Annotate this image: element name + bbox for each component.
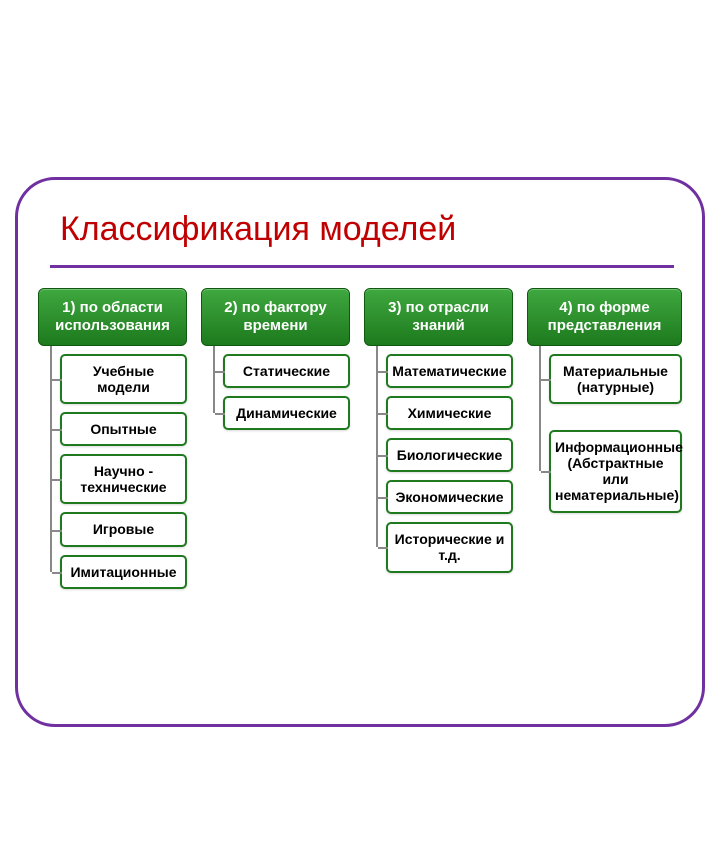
items-wrap: Учебные модели Опытные Научно - технически… (38, 346, 187, 589)
title-underline (50, 265, 674, 268)
list-item: Биологические (386, 438, 513, 472)
diagram-title: Классификация моделей (60, 210, 684, 249)
list-item: Динамические (223, 396, 350, 430)
items-wrap: Материальные (натурные) Информационные (А… (527, 346, 682, 513)
items-wrap: Статические Динамические (201, 346, 350, 430)
list-item: Исторические и т.д. (386, 522, 513, 572)
connector-vline (539, 346, 541, 471)
diagram-frame: Классификация моделей 1) по области испо… (15, 177, 705, 727)
list-item: Игровые (60, 512, 187, 546)
column-0: 1) по области использованияУчебные модел… (38, 288, 187, 589)
list-item: Имитационные (60, 555, 187, 589)
list-item: Научно - технические (60, 454, 187, 504)
item-spacer (549, 404, 682, 422)
list-item: Материальные (натурные) (549, 354, 682, 404)
list-item: Информационные (Абстрактные или нематери… (549, 430, 682, 512)
list-item: Математические (386, 354, 513, 388)
column-header: 4) по форме представления (527, 288, 682, 346)
list-item: Учебные модели (60, 354, 187, 404)
column-2: 3) по отрасли знаний Математические Химиче… (364, 288, 513, 589)
column-header: 1) по области использования (38, 288, 187, 346)
items-wrap: Математические Химические Биологические Эко… (364, 346, 513, 573)
list-item: Экономические (386, 480, 513, 514)
list-item: Опытные (60, 412, 187, 446)
column-header: 3) по отрасли знаний (364, 288, 513, 346)
list-item: Химические (386, 396, 513, 430)
list-item: Статические (223, 354, 350, 388)
columns-container: 1) по области использованияУчебные модел… (36, 288, 684, 589)
column-header: 2) по фактору времени (201, 288, 350, 346)
connector-vline (213, 346, 215, 413)
column-3: 4) по форме представленияМатериальные (н… (527, 288, 682, 589)
connector-vline (376, 346, 378, 547)
column-1: 2) по фактору времени Статические Динамиче… (201, 288, 350, 589)
